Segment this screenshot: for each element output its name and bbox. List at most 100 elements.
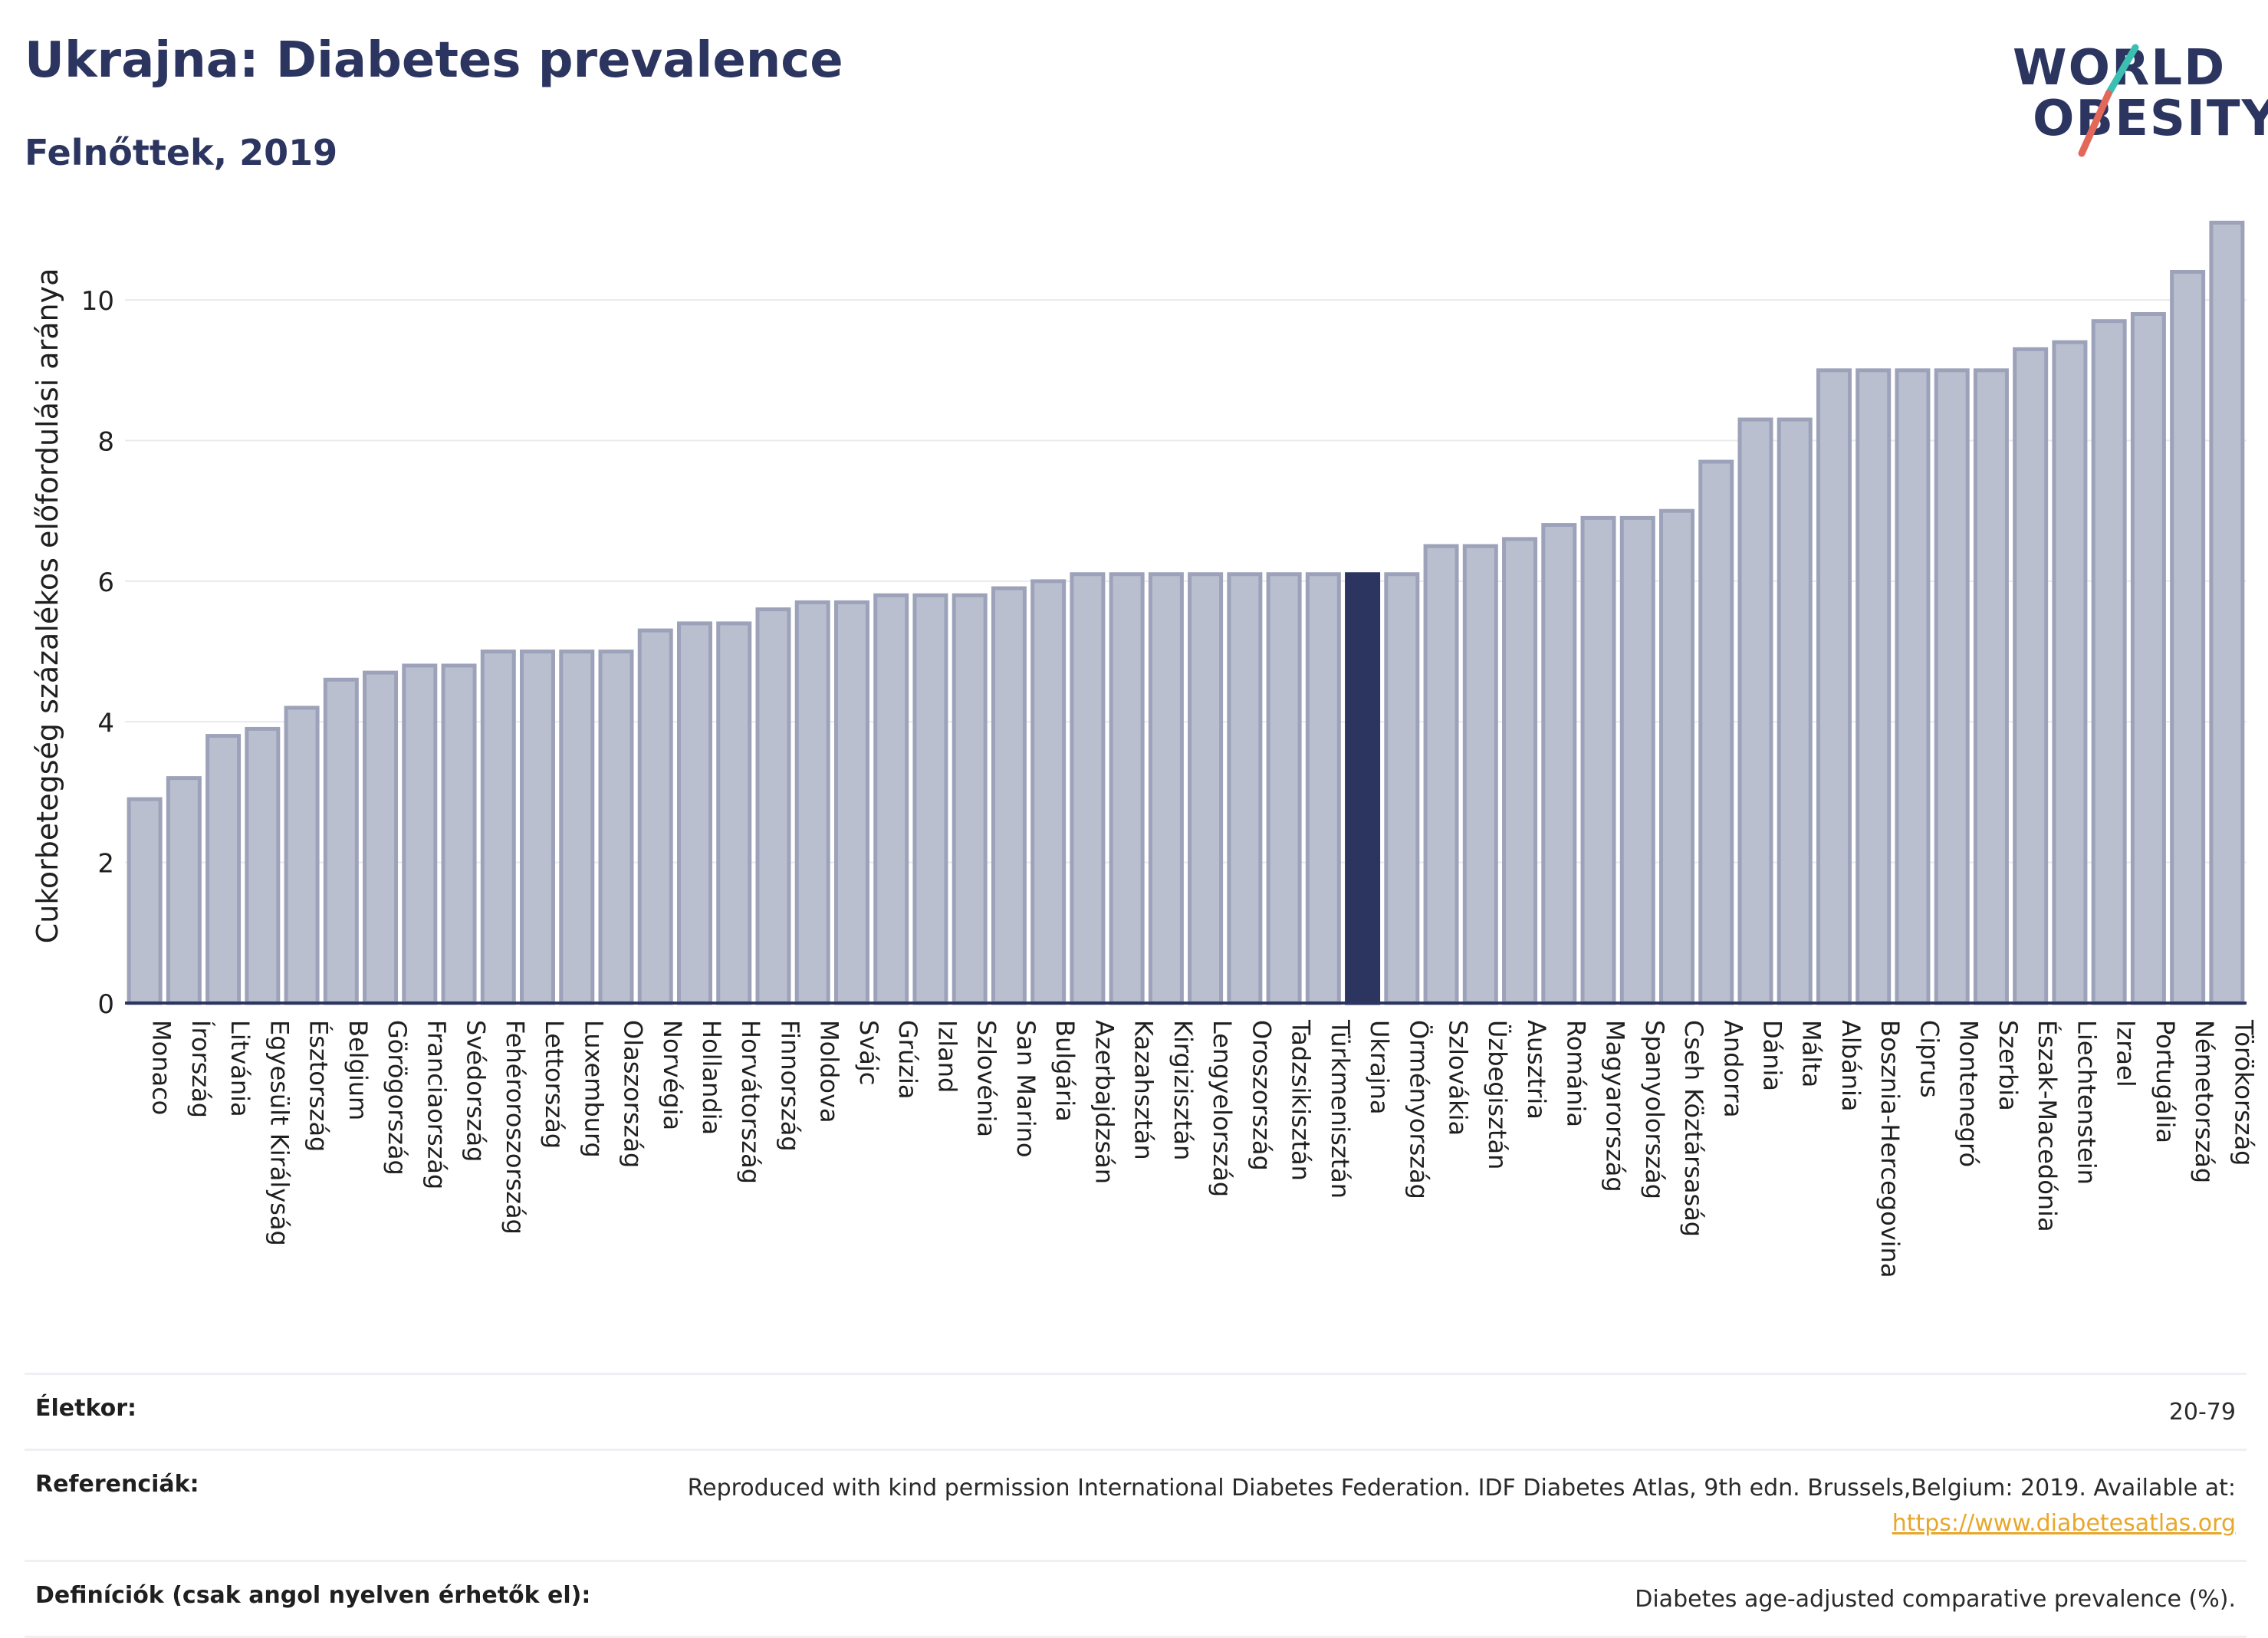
bar	[1973, 368, 2009, 1005]
footer-definitions-row: Definíciók (csak angol nyelven érhetők e…	[25, 1560, 2247, 1638]
logo-line-1: WORLD	[2013, 40, 2226, 97]
x-tick-label: Görögország	[383, 1020, 412, 1176]
bar	[205, 734, 242, 1005]
x-tick-label: Ciprus	[1915, 1020, 1944, 1098]
y-tick-label: 6	[97, 567, 114, 598]
bar	[755, 607, 791, 1005]
x-tick-label: Azerbajdzsán	[1090, 1020, 1119, 1184]
bar	[1070, 572, 1106, 1005]
chart-title: Ukrajna: Diabetes prevalence	[25, 32, 843, 89]
x-tick-label: Szlovákia	[1444, 1020, 1473, 1136]
references-link[interactable]: https://www.diabetesatlas.org	[1892, 1510, 2236, 1537]
x-tick-label: Belgium	[343, 1020, 373, 1120]
bar	[1816, 368, 1852, 1005]
bar	[1188, 572, 1224, 1005]
chart-subtitle: Felnőttek, 2019	[25, 132, 338, 173]
x-tick-label: Izrael	[2112, 1020, 2141, 1087]
x-tick-label: Grúzia	[893, 1020, 922, 1100]
x-tick-label: Szlovénia	[972, 1020, 1001, 1137]
x-tick-label: Luxemburg	[579, 1020, 608, 1158]
x-axis-labels: Monaco Írország Litvánia Egyesült Királyság…	[147, 1019, 2259, 1278]
bar	[1462, 544, 1498, 1005]
x-tick-label: Tadzsikisztán	[1287, 1019, 1316, 1181]
bar	[559, 650, 595, 1005]
x-tick-label: Lettország	[540, 1020, 569, 1149]
x-tick-label: Izland	[932, 1020, 961, 1093]
x-tick-label: Magyarország	[1601, 1020, 1630, 1192]
x-tick-label: Spanyolország	[1640, 1020, 1669, 1199]
bar	[912, 593, 948, 1005]
y-tick-label: 8	[97, 427, 114, 458]
chart-footer: Életkor: 20-79 Referenciák: Reproduced w…	[25, 1373, 2247, 1638]
x-tick-label: Montenegró	[1954, 1020, 1984, 1167]
y-tick-label: 10	[81, 286, 114, 317]
logo-slash-icon	[2078, 44, 2139, 157]
y-axis-ticks: 0 2 4 6 8 10	[81, 286, 114, 1020]
x-tick-label: Dánia	[1757, 1020, 1786, 1091]
bar	[480, 650, 516, 1005]
bar	[402, 663, 438, 1005]
bar	[441, 663, 477, 1005]
bar	[991, 586, 1027, 1005]
bar	[1502, 537, 1538, 1005]
x-tick-label: Fehéroroszország	[501, 1020, 530, 1235]
x-tick-label: Németország	[2190, 1020, 2219, 1183]
x-tick-label: Románia	[1561, 1020, 1590, 1127]
bar	[1659, 508, 1695, 1005]
bar	[1737, 417, 1773, 1005]
references-text: Reproduced with kind permission Internat…	[687, 1475, 2236, 1502]
bars	[127, 220, 2245, 1005]
x-tick-label: Kazahsztán	[1129, 1020, 1159, 1160]
bar	[1266, 572, 1302, 1005]
bar	[363, 670, 399, 1005]
x-tick-label: Szerbia	[1994, 1020, 2023, 1111]
bar	[873, 593, 909, 1005]
bar	[2052, 340, 2088, 1005]
footer-references-row: Referenciák: Reproduced with kind permis…	[25, 1449, 2247, 1560]
x-tick-label: Albánia	[1836, 1020, 1865, 1111]
x-tick-label: Egyesült Királyság	[265, 1020, 294, 1246]
y-axis-label: Cukorbetegség százalékos előfordulási ar…	[31, 268, 64, 944]
x-tick-label: Észak-Macedónia	[2033, 1020, 2062, 1232]
age-value: 20-79	[2168, 1399, 2236, 1426]
bar	[245, 726, 281, 1005]
x-tick-label: Finnország	[775, 1020, 804, 1152]
age-label: Életkor:	[35, 1395, 137, 1422]
x-tick-label: Bosznia-Hercegovina	[1875, 1020, 1905, 1278]
bar	[2013, 347, 2049, 1005]
bar	[794, 600, 830, 1005]
bar	[127, 797, 163, 1005]
bar	[1698, 459, 1734, 1005]
x-tick-label: Oroszország	[1247, 1020, 1276, 1171]
bar	[1580, 515, 1616, 1005]
bar	[2170, 270, 2206, 1005]
bar	[1855, 368, 1892, 1005]
y-tick-label: 0	[97, 989, 114, 1020]
bar	[1148, 572, 1184, 1005]
x-tick-label: San Marino	[1011, 1020, 1040, 1158]
bar-chart: 0 2 4 6 8 10 Monaco Írország Litvánia Egyesült K…	[31, 220, 2259, 1278]
bar	[166, 776, 202, 1005]
x-tick-label: Horvátország	[736, 1020, 765, 1184]
x-tick-label: Írország	[186, 1020, 215, 1118]
bar	[1227, 572, 1263, 1005]
x-tick-label: Hollandia	[697, 1020, 726, 1135]
x-tick-label: Monaco	[147, 1020, 176, 1115]
bar	[1109, 572, 1145, 1005]
x-tick-label: Törökország	[2229, 1019, 2258, 1166]
definitions-value: Diabetes age-adjusted comparative preval…	[1635, 1586, 2236, 1613]
bar	[952, 593, 988, 1005]
bar	[323, 677, 359, 1005]
x-tick-label: Moldova	[815, 1020, 844, 1123]
bar	[833, 600, 869, 1005]
logo-line-2: OBESITY	[2033, 90, 2268, 147]
x-tick-label: Liechtenstein	[2072, 1020, 2101, 1185]
world-obesity-logo: WORLD OBESITY	[2005, 31, 2268, 161]
bar	[520, 650, 556, 1005]
bar	[1384, 572, 1420, 1005]
bar	[284, 706, 320, 1005]
x-tick-label: Litvánia	[225, 1020, 255, 1117]
bar	[1345, 572, 1381, 1005]
references-value: Reproduced with kind permission Internat…	[688, 1471, 2236, 1541]
definitions-label: Definíciók (csak angol nyelven érhetők e…	[35, 1582, 591, 1609]
